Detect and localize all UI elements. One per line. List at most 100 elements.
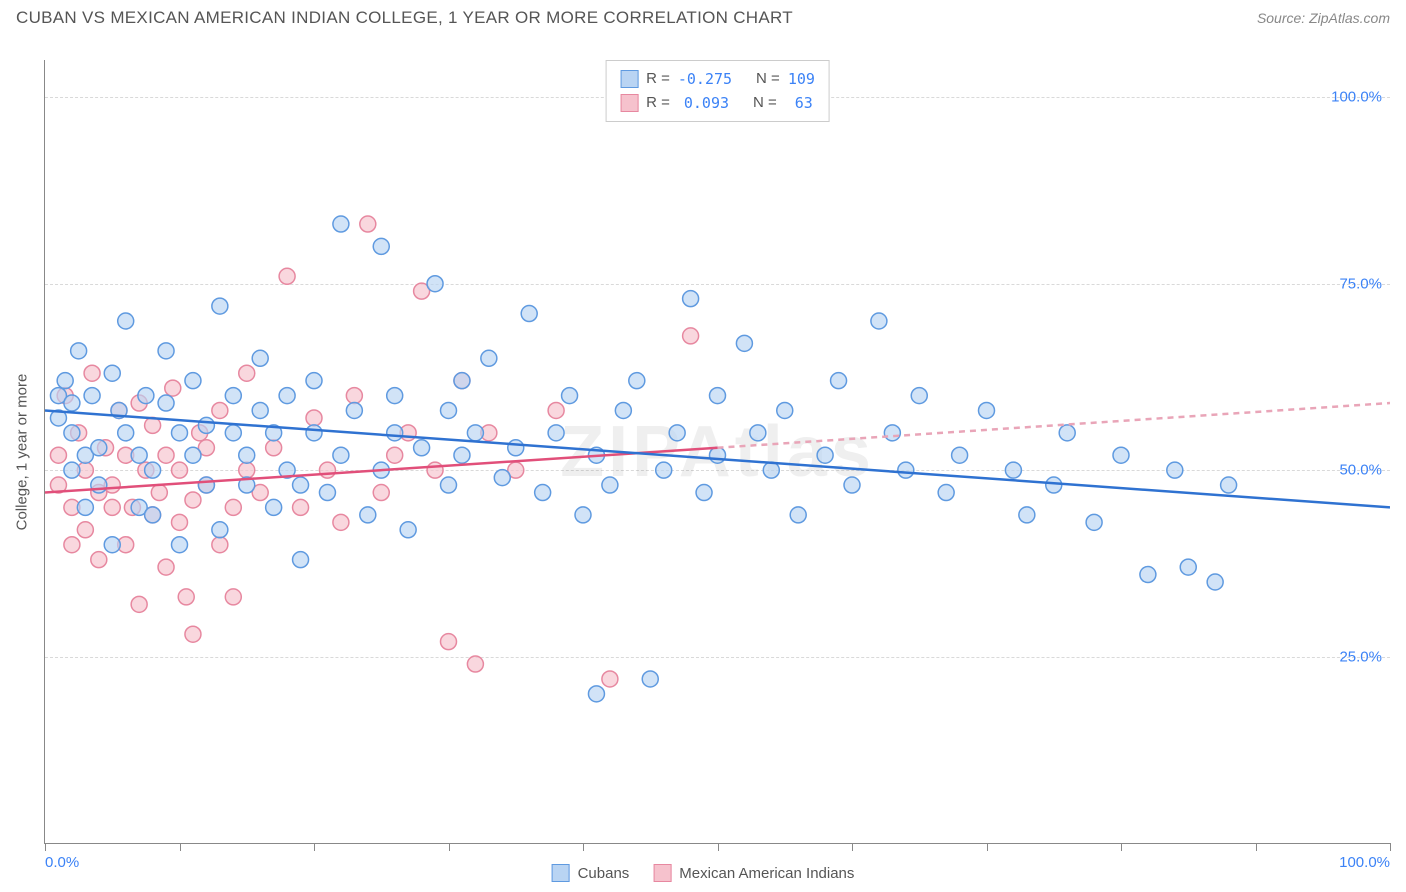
scatter-point: [602, 477, 618, 493]
scatter-point: [831, 373, 847, 389]
scatter-point: [172, 462, 188, 478]
scatter-point: [178, 589, 194, 605]
mexican-swatch-icon: [653, 864, 671, 882]
x-first-label: 0.0%: [45, 854, 79, 871]
scatter-point: [441, 402, 457, 418]
scatter-point: [414, 440, 430, 456]
scatter-point: [293, 552, 309, 568]
scatter-point: [212, 522, 228, 538]
source-attribution: Source: ZipAtlas.com: [1257, 10, 1390, 26]
scatter-point: [151, 485, 167, 501]
chart-title: CUBAN VS MEXICAN AMERICAN INDIAN COLLEGE…: [16, 8, 793, 28]
x-tick: [1256, 843, 1257, 851]
scatter-point: [172, 425, 188, 441]
y-axis-label: College, 1 year or more: [14, 374, 31, 531]
n-label: N =: [753, 91, 777, 115]
legend-row-cubans: R = -0.275 N = 109: [620, 67, 815, 91]
scatter-point: [71, 343, 87, 359]
scatter-point: [333, 216, 349, 232]
scatter-point: [615, 402, 631, 418]
scatter-point: [198, 477, 214, 493]
r-label: R =: [646, 91, 670, 115]
scatter-point: [185, 447, 201, 463]
scatter-point: [279, 388, 295, 404]
scatter-point: [346, 402, 362, 418]
scatter-point: [454, 373, 470, 389]
scatter-point: [319, 485, 335, 501]
scatter-point: [279, 268, 295, 284]
plot-region: ZIPAtlas R = -0.275 N = 109 R = 0.093 N …: [44, 60, 1390, 844]
r-label: R =: [646, 67, 670, 91]
scatter-point: [1180, 559, 1196, 575]
scatter-point: [360, 507, 376, 523]
scatter-point: [158, 343, 174, 359]
cubans-swatch-icon: [552, 864, 570, 882]
scatter-point: [387, 388, 403, 404]
scatter-point: [884, 425, 900, 441]
scatter-point: [1167, 462, 1183, 478]
cubans-r-value: -0.275: [678, 67, 732, 91]
scatter-point: [710, 447, 726, 463]
scatter-point: [64, 462, 80, 478]
x-last-label: 100.0%: [1339, 854, 1390, 871]
scatter-point: [938, 485, 954, 501]
trend-line: [718, 403, 1391, 448]
scatter-point: [293, 499, 309, 515]
scatter-point: [212, 298, 228, 314]
scatter-point: [629, 373, 645, 389]
scatter-point: [306, 425, 322, 441]
scatter-point: [57, 373, 73, 389]
scatter-point: [266, 499, 282, 515]
mexican-swatch: [620, 94, 638, 112]
scatter-point: [427, 276, 443, 292]
cubans-n-value: 109: [788, 67, 815, 91]
scatter-point: [467, 425, 483, 441]
scatter-point: [979, 402, 995, 418]
source-prefix: Source:: [1257, 10, 1309, 26]
scatter-point: [1113, 447, 1129, 463]
scatter-point: [1207, 574, 1223, 590]
scatter-point: [588, 686, 604, 702]
x-tick: [718, 843, 719, 851]
x-tick: [987, 843, 988, 851]
scatter-point: [225, 388, 241, 404]
scatter-point: [521, 306, 537, 322]
scatter-point: [427, 462, 443, 478]
scatter-point: [145, 462, 161, 478]
correlation-legend: R = -0.275 N = 109 R = 0.093 N = 63: [605, 60, 830, 122]
scatter-point: [64, 537, 80, 553]
scatter-point: [736, 335, 752, 351]
scatter-point: [467, 656, 483, 672]
scatter-point: [562, 388, 578, 404]
x-tick: [1390, 843, 1391, 851]
scatter-point: [104, 365, 120, 381]
scatter-point: [1005, 462, 1021, 478]
chart-area: ZIPAtlas R = -0.275 N = 109 R = 0.093 N …: [44, 60, 1390, 844]
legend-item-cubans: Cubans: [552, 864, 630, 882]
scatter-point: [696, 485, 712, 501]
scatter-point: [77, 522, 93, 538]
legend-item-mexican: Mexican American Indians: [653, 864, 854, 882]
scatter-point: [306, 373, 322, 389]
scatter-point: [172, 514, 188, 530]
scatter-point: [158, 395, 174, 411]
scatter-point: [844, 477, 860, 493]
scatter-point: [333, 447, 349, 463]
scatter-point: [118, 425, 134, 441]
scatter-point: [198, 417, 214, 433]
scatter-point: [481, 350, 497, 366]
scatter-point: [266, 440, 282, 456]
scatter-point: [131, 596, 147, 612]
scatter-point: [817, 447, 833, 463]
scatter-point: [252, 402, 268, 418]
n-label: N =: [756, 67, 780, 91]
scatter-point: [225, 589, 241, 605]
scatter-point: [84, 365, 100, 381]
scatter-point: [790, 507, 806, 523]
scatter-point: [535, 485, 551, 501]
x-tick: [45, 843, 46, 851]
scatter-plot-svg: [45, 60, 1390, 843]
scatter-point: [360, 216, 376, 232]
scatter-point: [346, 388, 362, 404]
scatter-point: [683, 328, 699, 344]
